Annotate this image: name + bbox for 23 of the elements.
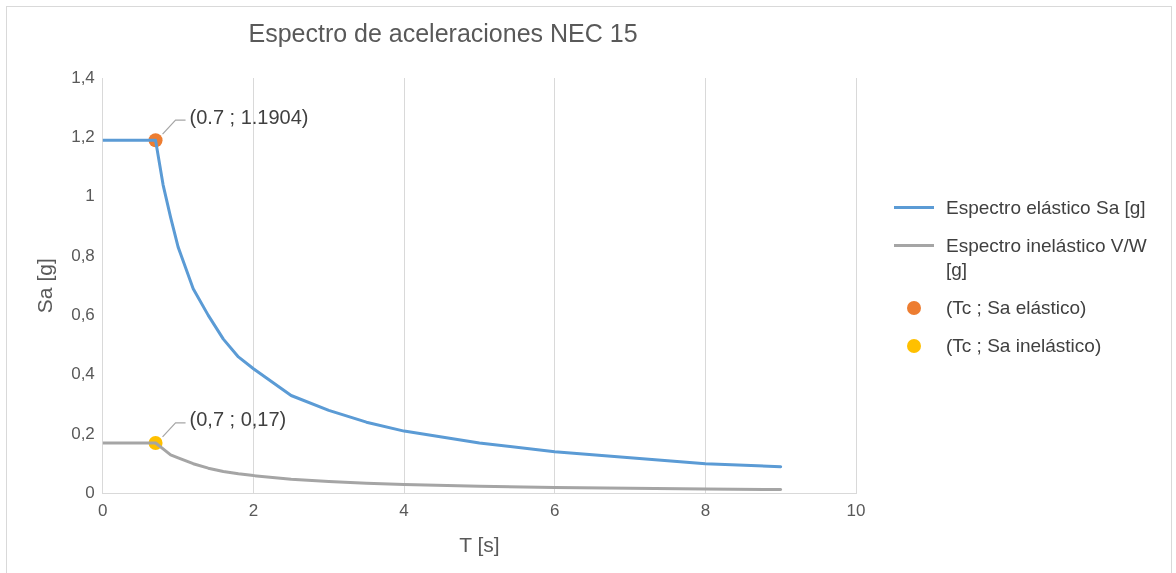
y-axis-title: Sa [g]	[33, 258, 57, 314]
annotation: (0.7 ; 1.1904)	[189, 105, 309, 128]
y-tick-label: 0,6	[71, 305, 95, 325]
legend-label: (Tc ; Sa elástico)	[946, 296, 1088, 320]
legend-label: (Tc ; Sa inelástico)	[946, 334, 1103, 358]
y-tick-label: 1,4	[71, 67, 95, 87]
chart-title: Espectro de aceleraciones NEC 15	[248, 18, 638, 47]
x-tick-label: 8	[700, 501, 711, 521]
legend-label: Espectro inelástico V/W [g]	[946, 234, 1148, 282]
y-tick-label: 0,4	[71, 364, 95, 384]
y-tick-label: 1,2	[71, 127, 95, 147]
x-tick-label: 4	[399, 501, 409, 521]
x-tick-label: 2	[248, 501, 259, 521]
x-tick-label: 0	[98, 501, 108, 521]
x-axis-title: T [s]	[459, 533, 500, 557]
x-tick-label: 6	[550, 501, 560, 521]
y-tick-label: 1	[85, 186, 95, 206]
y-tick-label: 0	[85, 483, 95, 503]
annotation: (0,7 ; 0,17)	[189, 408, 287, 431]
y-tick-label: 0,8	[71, 245, 95, 265]
x-tick-label: 10	[846, 501, 866, 521]
y-tick-label: 0,2	[71, 423, 95, 443]
legend-label: Espectro elástico Sa [g]	[946, 196, 1147, 220]
